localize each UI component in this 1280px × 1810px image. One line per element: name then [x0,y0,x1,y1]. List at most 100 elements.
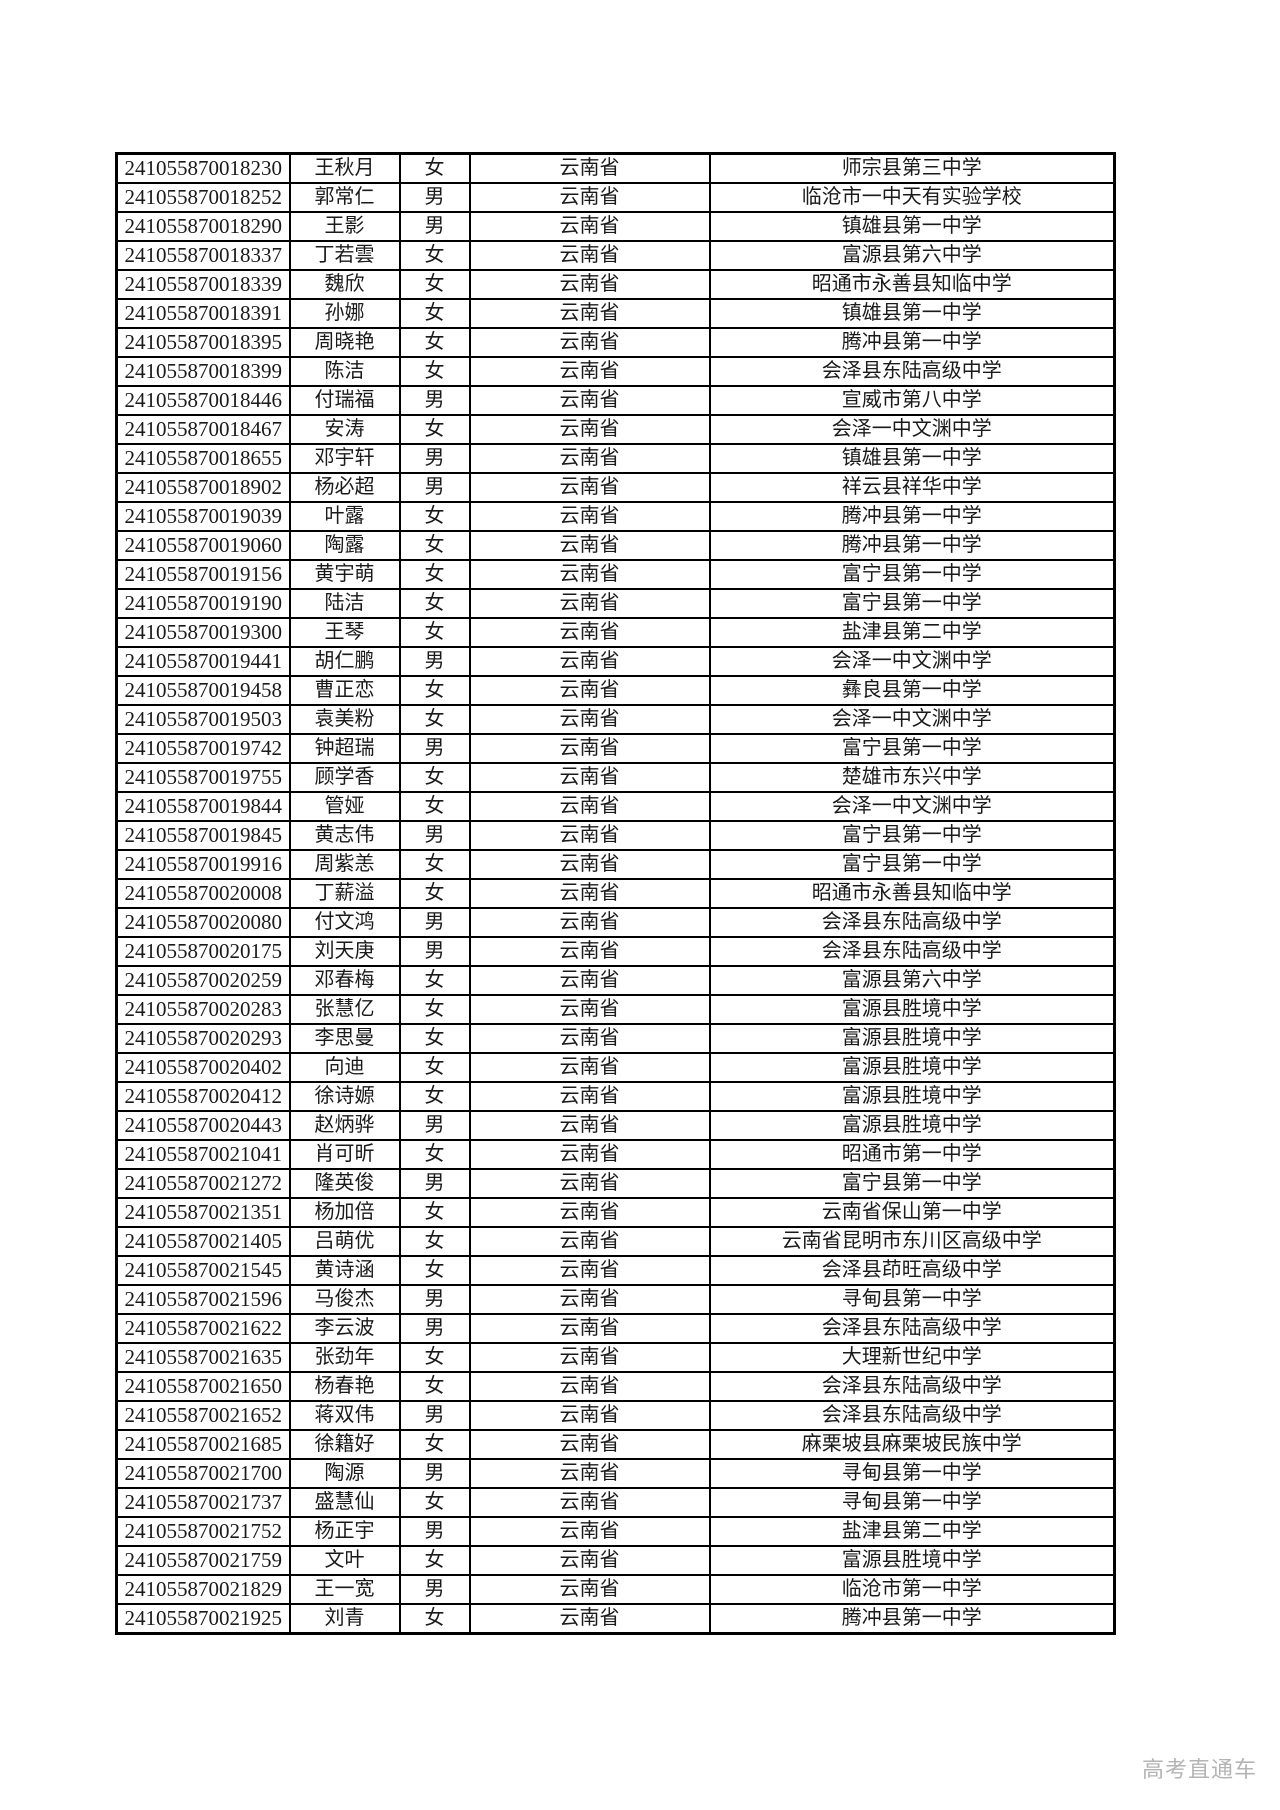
table-row: 241055870019742 钟超瑞男云南省 富宁县第一中学 [115,733,1116,764]
cell-gender: 男 [398,385,471,416]
cell-school: 祥云县祥华中学 [708,472,1116,503]
cell-id: 241055870019190 [115,588,291,619]
table-row: 241055870019060 陶露女云南省 腾冲县第一中学 [115,530,1116,561]
cell-school: 大理新世纪中学 [708,1342,1116,1373]
table-row: 241055870019156 黄宇萌女云南省 富宁县第一中学 [115,559,1116,590]
cell-gender: 女 [398,559,471,590]
cell-name: 陶源 [288,1458,401,1489]
cell-name: 顾学香 [288,762,401,793]
cell-gender: 女 [398,1487,471,1518]
table-row: 241055870018290 王影男云南省 镇雄县第一中学 [115,211,1116,242]
cell-school: 富源县胜境中学 [708,994,1116,1025]
cell-name: 黄诗涵 [288,1255,401,1286]
cell-name: 马俊杰 [288,1284,401,1315]
cell-gender: 女 [398,152,471,184]
cell-name: 蒋双伟 [288,1400,401,1431]
cell-id: 241055870020412 [115,1081,291,1112]
cell-gender: 女 [398,1081,471,1112]
cell-province: 云南省 [468,1371,711,1402]
cell-gender: 男 [398,907,471,938]
table-row: 241055870019039 叶露女云南省 腾冲县第一中学 [115,501,1116,532]
table-row: 241055870021272 隆英俊男云南省 富宁县第一中学 [115,1168,1116,1199]
cell-id: 241055870018230 [115,152,291,184]
cell-gender: 男 [398,1574,471,1605]
cell-id: 241055870019755 [115,762,291,793]
cell-province: 云南省 [468,1487,711,1518]
cell-school: 会泽一中文渊中学 [708,646,1116,677]
cell-name: 王一宽 [288,1574,401,1605]
table-row: 241055870021405 吕萌优女云南省 云南省昆明市东川区高级中学 [115,1226,1116,1257]
cell-name: 王影 [288,211,401,242]
cell-province: 云南省 [468,820,711,851]
cell-name: 向迪 [288,1052,401,1083]
cell-school: 腾冲县第一中学 [708,1603,1116,1635]
cell-name: 安涛 [288,414,401,445]
table-row: 241055870018655 邓宇轩男云南省 镇雄县第一中学 [115,443,1116,474]
cell-name: 隆英俊 [288,1168,401,1199]
cell-id: 241055870020283 [115,994,291,1025]
cell-name: 张慧亿 [288,994,401,1025]
cell-gender: 女 [398,1052,471,1083]
cell-school: 昭通市第一中学 [708,1139,1116,1170]
cell-gender: 女 [398,530,471,561]
cell-name: 魏欣 [288,269,401,300]
cell-province: 云南省 [468,1342,711,1373]
cell-name: 杨春艳 [288,1371,401,1402]
table-row: 241055870018467 安涛女云南省 会泽一中文渊中学 [115,414,1116,445]
cell-province: 云南省 [468,385,711,416]
cell-school: 富宁县第一中学 [708,733,1116,764]
cell-school: 富源县第六中学 [708,965,1116,996]
cell-school: 腾冲县第一中学 [708,530,1116,561]
cell-id: 241055870018290 [115,211,291,242]
cell-school: 盐津县第二中学 [708,1516,1116,1547]
table-row: 241055870020259 邓春梅女云南省 富源县第六中学 [115,965,1116,996]
cell-gender: 女 [398,501,471,532]
cell-id: 241055870021405 [115,1226,291,1257]
cell-id: 241055870019845 [115,820,291,851]
cell-school: 会泽县东陆高级中学 [708,907,1116,938]
cell-gender: 女 [398,1255,471,1286]
table-row: 241055870019190 陆洁女云南省 富宁县第一中学 [115,588,1116,619]
cell-id: 241055870019844 [115,791,291,822]
cell-id: 241055870021596 [115,1284,291,1315]
cell-id: 241055870021272 [115,1168,291,1199]
cell-province: 云南省 [468,501,711,532]
cell-gender: 女 [398,849,471,880]
cell-province: 云南省 [468,617,711,648]
cell-gender: 男 [398,1168,471,1199]
cell-school: 楚雄市东兴中学 [708,762,1116,793]
cell-gender: 女 [398,1371,471,1402]
cell-name: 刘天庚 [288,936,401,967]
cell-id: 241055870020008 [115,878,291,909]
cell-id: 241055870021652 [115,1400,291,1431]
cell-name: 李思曼 [288,1023,401,1054]
cell-gender: 男 [398,1284,471,1315]
cell-gender: 男 [398,472,471,503]
table-row: 241055870021650 杨春艳女云南省 会泽县东陆高级中学 [115,1371,1116,1402]
cell-id: 241055870020175 [115,936,291,967]
cell-name: 杨正宇 [288,1516,401,1547]
table-row: 241055870020080 付文鸿男云南省 会泽县东陆高级中学 [115,907,1116,938]
cell-gender: 男 [398,1400,471,1431]
watermark-text: 高考直通车 [1141,1757,1257,1782]
table-row: 241055870021829 王一宽男云南省 临沧市第一中学 [115,1574,1116,1605]
cell-province: 云南省 [468,559,711,590]
cell-id: 241055870019441 [115,646,291,677]
cell-province: 云南省 [468,1313,711,1344]
cell-province: 云南省 [468,791,711,822]
table-row: 241055870019916 周紫恙女云南省 富宁县第一中学 [115,849,1116,880]
cell-gender: 女 [398,675,471,706]
cell-id: 241055870018467 [115,414,291,445]
cell-id: 241055870021759 [115,1545,291,1576]
cell-province: 云南省 [468,1574,711,1605]
cell-id: 241055870018337 [115,240,291,271]
table-row: 241055870020283 张慧亿女云南省 富源县胜境中学 [115,994,1116,1025]
cell-id: 241055870018446 [115,385,291,416]
cell-name: 叶露 [288,501,401,532]
table-row: 241055870021041 肖可昕女云南省 昭通市第一中学 [115,1139,1116,1170]
cell-name: 付文鸿 [288,907,401,938]
cell-gender: 女 [398,762,471,793]
cell-id: 241055870018902 [115,472,291,503]
cell-province: 云南省 [468,849,711,880]
table-row: 241055870021737 盛慧仙女云南省 寻甸县第一中学 [115,1487,1116,1518]
